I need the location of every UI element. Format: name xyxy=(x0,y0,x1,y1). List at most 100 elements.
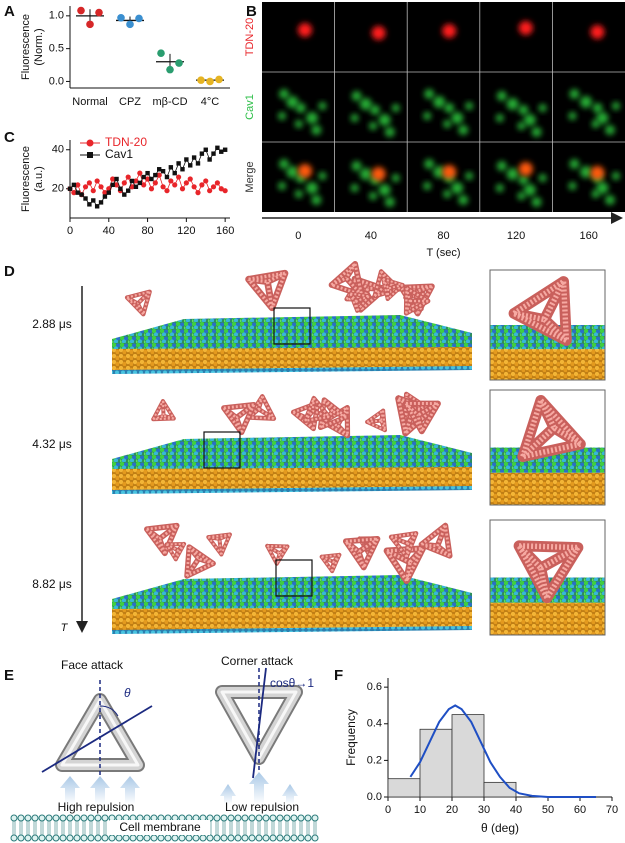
membrane-top xyxy=(112,315,472,350)
membrane-bottom xyxy=(490,349,605,380)
cav1-signal xyxy=(359,98,372,110)
data-point xyxy=(215,75,223,84)
lipid-head xyxy=(234,834,242,842)
lipid-head xyxy=(108,834,116,842)
lipid-head xyxy=(227,834,235,842)
lipid-head xyxy=(276,814,284,822)
time-label: 2.88 μs xyxy=(32,317,72,331)
cav1-signal xyxy=(458,125,469,135)
data-point xyxy=(87,202,92,207)
lipid-head xyxy=(290,814,298,822)
x-tick-label: 30 xyxy=(478,804,490,816)
lipid-head xyxy=(220,814,228,822)
cav1-signal xyxy=(423,112,432,120)
lipid-head xyxy=(17,834,25,842)
cav1-signal xyxy=(518,105,529,115)
dna-tetrahedron-beads xyxy=(207,533,231,556)
data-point xyxy=(98,184,104,190)
x-tick-label: 50 xyxy=(542,804,554,816)
lipid-head xyxy=(80,834,88,842)
data-point xyxy=(102,194,108,199)
lipid-head xyxy=(73,814,81,822)
zoom-box xyxy=(203,431,241,469)
data-point xyxy=(117,14,125,22)
dna-tetrahedron-beads xyxy=(152,400,175,421)
legend-marker xyxy=(86,139,94,147)
cav1-signal xyxy=(306,182,318,194)
lipid-head xyxy=(10,814,18,822)
repulsion-arrow xyxy=(249,772,269,804)
cav1-signal xyxy=(370,105,380,115)
x-tick-label: mβ-CD xyxy=(152,96,187,108)
row-label: Cav1 xyxy=(244,94,256,120)
cav1-signal xyxy=(318,102,327,110)
dna-tetrahedron xyxy=(418,522,453,559)
membrane-base xyxy=(112,486,472,494)
cav1-signal xyxy=(359,168,372,180)
data-point xyxy=(199,151,205,156)
data-point xyxy=(207,157,212,162)
data-point xyxy=(129,178,135,184)
data-point xyxy=(129,184,135,190)
data-point xyxy=(203,178,209,184)
cav1-signal xyxy=(465,172,474,180)
lipid-head xyxy=(31,834,39,842)
cav1-signal xyxy=(391,104,400,112)
tdn-signal xyxy=(518,21,533,35)
cav1-signal xyxy=(279,159,289,169)
y-axis-label: Frequency xyxy=(344,709,358,766)
cav1-signal xyxy=(538,174,547,182)
membrane-base xyxy=(112,626,472,634)
cav1-signal xyxy=(378,114,391,126)
x-tick-label: 0 xyxy=(385,804,391,816)
lipid-head xyxy=(199,834,207,842)
data-point xyxy=(144,176,151,182)
dna-tetrahedron-beads xyxy=(382,278,404,300)
tdn-signal xyxy=(590,25,605,39)
data-point xyxy=(75,182,81,188)
data-point xyxy=(207,188,213,194)
lipid-head xyxy=(24,814,32,822)
dna-tetrahedron xyxy=(164,541,187,562)
cav1-signal xyxy=(523,114,536,126)
lipid-head xyxy=(248,814,256,822)
data-point xyxy=(160,169,166,174)
data-point xyxy=(195,161,201,166)
data-point xyxy=(110,182,115,188)
data-point xyxy=(98,200,104,205)
cav1-signal xyxy=(568,182,577,190)
dna-tetrahedron-beads xyxy=(330,262,363,297)
cav1-signal xyxy=(433,96,446,108)
data-point xyxy=(141,174,146,180)
lipid-head xyxy=(192,834,200,842)
cav1-signal xyxy=(369,122,377,130)
lipid-head xyxy=(66,834,74,842)
diagram-label: Face attack xyxy=(61,658,124,672)
cav1-signal xyxy=(294,190,303,198)
cav1-signal xyxy=(443,190,452,198)
tdn-signal xyxy=(298,164,312,178)
lipid-head xyxy=(311,834,319,842)
y-tick-label: 0.2 xyxy=(367,754,382,766)
y-tick-label: 40 xyxy=(52,144,64,156)
data-point xyxy=(110,176,116,182)
cav1-signal xyxy=(538,104,547,112)
cav1-signal xyxy=(596,182,609,194)
inset xyxy=(490,270,605,380)
cav1-signal xyxy=(369,192,377,200)
lipid-head xyxy=(290,834,298,842)
data-point xyxy=(148,186,155,192)
membrane-label-bg xyxy=(110,820,210,835)
cav1-signal xyxy=(517,192,526,200)
fit-curve xyxy=(409,704,596,798)
data-point xyxy=(95,8,103,17)
cav1-signal xyxy=(596,112,609,124)
tdn-signal xyxy=(371,167,386,181)
data-point xyxy=(160,184,166,190)
dna-tetrahedron-beads xyxy=(344,537,379,569)
data-point xyxy=(156,172,162,178)
data-point xyxy=(215,145,220,150)
lipid-head xyxy=(171,834,179,842)
x-tick-label: 10 xyxy=(414,804,426,816)
lipid-head xyxy=(255,834,263,842)
